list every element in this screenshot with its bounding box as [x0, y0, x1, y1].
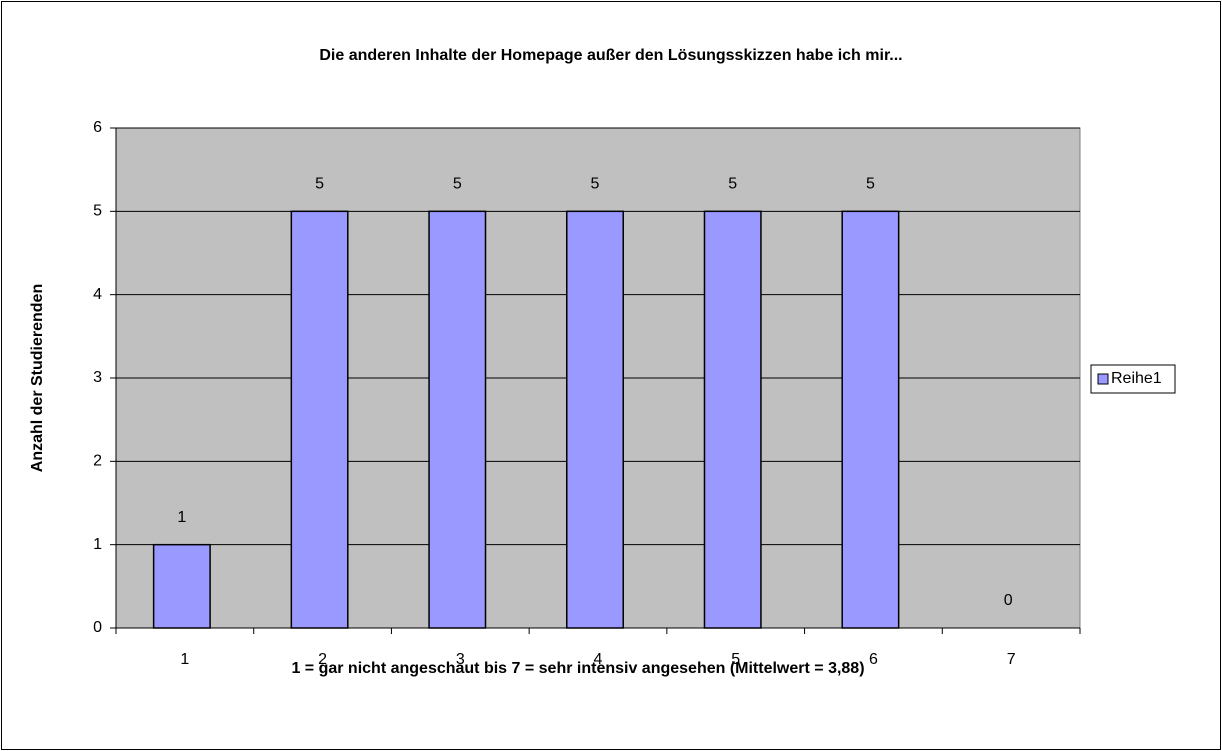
y-tick-label: 1 — [93, 536, 102, 553]
chart-title: Die anderen Inhalte der Homepage außer d… — [319, 47, 902, 64]
x-tick-label: 1 — [180, 651, 189, 668]
y-tick-label: 3 — [93, 369, 102, 386]
x-tick-label: 2 — [318, 651, 327, 668]
data-label: 5 — [315, 176, 324, 193]
bar — [428, 210, 487, 629]
x-tick-label: 7 — [1007, 651, 1016, 668]
bar — [566, 210, 624, 629]
x-tick-label: 5 — [731, 651, 740, 668]
data-label: 0 — [1004, 592, 1013, 609]
x-tick-label: 6 — [869, 651, 878, 668]
bar — [152, 543, 211, 629]
y-tick-label: 0 — [93, 619, 102, 636]
x-tick-label: 3 — [456, 651, 465, 668]
legend-label: Reihe1 — [1111, 370, 1162, 387]
bar — [841, 210, 900, 629]
data-label: 5 — [866, 176, 875, 193]
y-tick-label: 2 — [93, 453, 102, 470]
data-label: 5 — [591, 176, 600, 193]
x-axis-title: 1 = gar nicht angeschaut bis 7 = sehr in… — [291, 660, 864, 677]
y-tick-label: 4 — [93, 286, 102, 303]
data-label: 1 — [177, 509, 186, 526]
data-label: 5 — [728, 176, 737, 193]
y-tick-label: 5 — [93, 203, 102, 220]
bar — [703, 210, 762, 629]
legend-swatch — [1097, 373, 1109, 385]
bar — [290, 210, 349, 629]
y-tick-label: 6 — [93, 119, 102, 136]
y-axis-title: Anzahl der Studierenden — [29, 284, 46, 472]
x-tick-label: 4 — [594, 651, 603, 668]
data-label: 5 — [453, 176, 462, 193]
